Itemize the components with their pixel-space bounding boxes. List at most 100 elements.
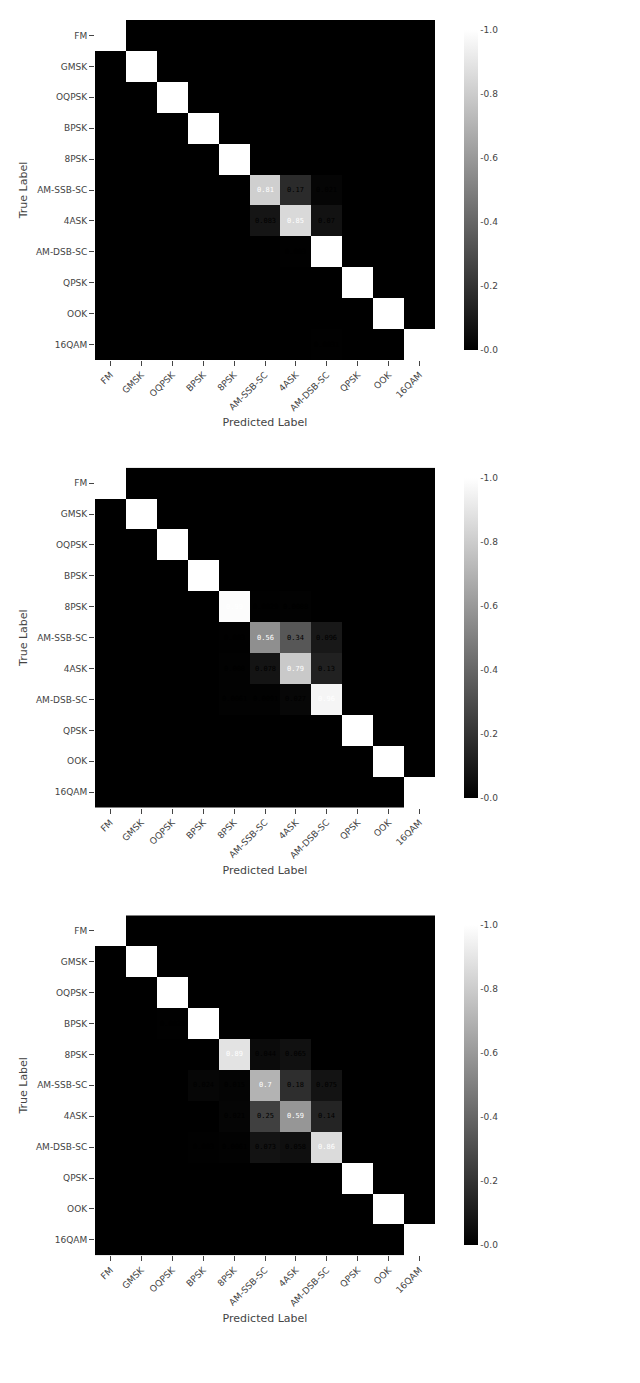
svg-text:0: 0 [418, 695, 422, 703]
svg-text:0: 0 [263, 541, 267, 549]
svg-text:8PSK: 8PSK [64, 154, 88, 164]
svg-text:-1.0: -1.0 [480, 473, 498, 483]
svg-text:0: 0 [263, 93, 267, 101]
svg-text:0: 0 [201, 186, 205, 194]
svg-text:0: 0 [201, 279, 205, 287]
svg-text:FM: FM [74, 478, 87, 488]
svg-text:0: 0 [356, 958, 360, 966]
svg-text:0: 0 [201, 1050, 205, 1058]
svg-text:0: 0 [201, 93, 205, 101]
svg-text:0: 0 [418, 310, 422, 318]
svg-text:0: 0 [201, 603, 205, 611]
svg-text:0: 0 [263, 572, 267, 580]
svg-text:0: 0 [139, 757, 143, 765]
svg-text:0: 0 [139, 155, 143, 163]
svg-text:AM-DSB-SC: AM-DSB-SC [36, 695, 87, 705]
svg-text:0: 0 [294, 757, 298, 765]
svg-text:GMSK: GMSK [120, 817, 146, 843]
svg-text:BPSK: BPSK [184, 1264, 208, 1288]
svg-text:0: 0 [201, 665, 205, 673]
svg-text:0: 0 [139, 989, 143, 997]
svg-text:0: 0 [232, 788, 236, 796]
svg-text:1: 1 [201, 1020, 205, 1028]
svg-text:OQPSK: OQPSK [56, 988, 88, 998]
svg-text:0: 0 [294, 155, 298, 163]
svg-text:0: 0 [108, 310, 112, 318]
svg-text:0.13: 0.13 [318, 665, 335, 673]
svg-text:0: 0 [356, 1081, 360, 1089]
svg-text:0: 0 [139, 541, 143, 549]
svg-text:-0.4: -0.4 [480, 217, 498, 227]
svg-text:0: 0 [139, 217, 143, 225]
svg-text:0.096: 0.096 [316, 634, 337, 642]
svg-text:0: 0 [325, 757, 329, 765]
svg-text:0.008: 0.008 [224, 665, 245, 673]
svg-text:0: 0 [232, 217, 236, 225]
svg-text:4ASK: 4ASK [64, 216, 89, 226]
svg-text:1: 1 [108, 927, 112, 935]
svg-text:True Label: True Label [17, 609, 30, 667]
svg-text:0: 0 [387, 124, 391, 132]
svg-text:0: 0 [170, 341, 174, 349]
svg-text:0: 0 [418, 479, 422, 487]
svg-text:0: 0 [387, 1143, 391, 1151]
svg-text:0: 0 [139, 248, 143, 256]
svg-text:0: 0 [387, 248, 391, 256]
svg-text:0: 0 [170, 310, 174, 318]
svg-text:QPSK: QPSK [63, 1173, 88, 1183]
svg-text:0: 0 [356, 310, 360, 318]
svg-text:0: 0 [418, 510, 422, 518]
svg-text:0: 0 [294, 541, 298, 549]
svg-text:0: 0 [356, 1112, 360, 1120]
svg-text:GMSK: GMSK [120, 1264, 146, 1290]
svg-text:4ASK: 4ASK [277, 369, 301, 393]
svg-text:0: 0 [294, 788, 298, 796]
svg-text:0: 0 [418, 726, 422, 734]
svg-text:0.34: 0.34 [287, 634, 304, 642]
svg-text:0: 0 [356, 603, 360, 611]
svg-text:-0.0: -0.0 [480, 793, 498, 803]
svg-text:1: 1 [170, 541, 174, 549]
svg-text:0.0061: 0.0061 [222, 1143, 247, 1151]
svg-text:0.003: 0.003 [285, 248, 306, 256]
svg-text:0.073: 0.073 [255, 1143, 276, 1151]
svg-text:0: 0 [139, 927, 143, 935]
svg-text:0: 0 [232, 757, 236, 765]
svg-text:GMSK: GMSK [61, 957, 88, 967]
svg-text:-0.4: -0.4 [480, 1112, 498, 1122]
svg-text:0.14: 0.14 [318, 1112, 335, 1120]
svg-text:0: 0 [263, 479, 267, 487]
svg-text:8PSK: 8PSK [64, 602, 88, 612]
svg-text:0: 0 [232, 62, 236, 70]
svg-text:16QAM: 16QAM [394, 370, 424, 400]
svg-text:Predicted Label: Predicted Label [223, 1312, 308, 1325]
svg-text:0: 0 [170, 1081, 174, 1089]
svg-text:1: 1 [139, 62, 143, 70]
svg-text:0: 0 [108, 695, 112, 703]
svg-text:0.021: 0.021 [316, 186, 337, 194]
svg-text:0: 0 [418, 279, 422, 287]
svg-text:0: 0 [263, 1020, 267, 1028]
svg-text:1: 1 [201, 572, 205, 580]
svg-text:0: 0 [387, 279, 391, 287]
svg-text:0: 0 [139, 603, 143, 611]
svg-text:0: 0 [356, 695, 360, 703]
svg-text:0: 0 [418, 541, 422, 549]
svg-text:0: 0 [356, 757, 360, 765]
svg-text:0: 0 [139, 572, 143, 580]
svg-text:0: 0 [325, 989, 329, 997]
svg-text:BPSK: BPSK [64, 571, 88, 581]
svg-text:GMSK: GMSK [61, 62, 88, 72]
svg-text:0: 0 [201, 479, 205, 487]
svg-text:4ASK: 4ASK [277, 817, 301, 841]
svg-text:0: 0 [232, 93, 236, 101]
svg-text:0: 0 [108, 186, 112, 194]
svg-text:0.024: 0.024 [193, 1081, 214, 1089]
svg-text:0: 0 [325, 1236, 329, 1244]
svg-text:0: 0 [139, 1050, 143, 1058]
svg-text:0: 0 [201, 510, 205, 518]
svg-text:1: 1 [325, 248, 329, 256]
svg-text:16QAM: 16QAM [394, 817, 424, 847]
svg-text:0: 0 [418, 1050, 422, 1058]
svg-text:-0.6: -0.6 [480, 601, 498, 611]
